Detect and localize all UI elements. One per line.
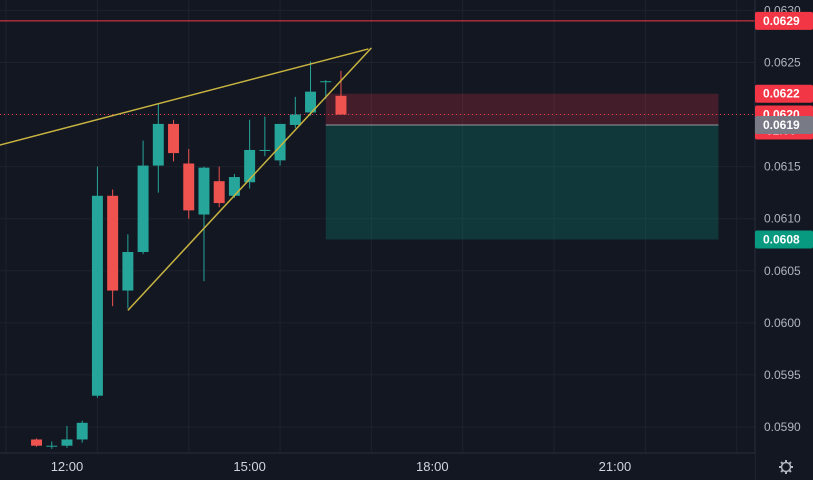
- x-tick-label: 12:00: [51, 459, 84, 474]
- candle-body: [259, 149, 271, 151]
- y-tick-label: 0.0605: [764, 264, 801, 278]
- price-tag-label: 0.0619: [763, 118, 800, 132]
- time-axis[interactable]: 12:00 15:00 18:00 21:00: [0, 452, 755, 480]
- candle-body: [168, 123, 180, 154]
- candle[interactable]: [122, 234, 134, 309]
- candle-body: [335, 95, 347, 115]
- gear-icon[interactable]: [779, 460, 793, 474]
- candle[interactable]: [76, 420, 88, 443]
- candle[interactable]: [305, 61, 317, 116]
- x-tick-label: 18:00: [416, 459, 449, 474]
- y-tick-label: 0.0590: [764, 420, 801, 434]
- y-tick-label: 0.0610: [764, 212, 801, 226]
- time-axis-background: [0, 453, 755, 480]
- price-tag-label: 0.0622: [763, 87, 800, 101]
- price-tag-background: [755, 115, 813, 134]
- candle-body: [31, 439, 43, 446]
- candle-body: [76, 422, 88, 440]
- take-profit-zone[interactable]: [325, 124, 719, 240]
- candle[interactable]: [61, 425, 73, 448]
- stop-loss-zone[interactable]: [325, 93, 719, 125]
- candle[interactable]: [244, 119, 256, 189]
- candle[interactable]: [213, 166, 225, 208]
- candle-body: [320, 81, 332, 83]
- price-tag-background: [755, 230, 813, 249]
- candle-body: [107, 195, 119, 291]
- y-tick-label: 0.0615: [764, 160, 801, 174]
- candle-body: [152, 123, 164, 166]
- trendline[interactable]: [127, 47, 372, 311]
- candle[interactable]: [335, 70, 347, 115]
- price-tag: 0.0629: [755, 11, 813, 30]
- candle-body: [91, 195, 103, 396]
- candle[interactable]: [183, 148, 195, 219]
- price-tag-background: [755, 11, 813, 30]
- candle-body: [244, 149, 256, 183]
- candle-body: [213, 181, 225, 204]
- candle[interactable]: [320, 80, 332, 99]
- candle-body: [183, 163, 195, 211]
- price-tag-background: [755, 84, 813, 103]
- candle[interactable]: [168, 119, 180, 162]
- position-tool[interactable]: [325, 93, 719, 240]
- candle[interactable]: [107, 189, 119, 307]
- y-tick-label: 0.0600: [764, 316, 801, 330]
- candle[interactable]: [259, 116, 271, 157]
- candle[interactable]: [91, 166, 103, 398]
- candle[interactable]: [289, 96, 301, 129]
- x-tick-label: 15:00: [233, 459, 266, 474]
- candle[interactable]: [152, 103, 164, 193]
- candle-body: [198, 167, 210, 215]
- price-tag: 0.0619: [755, 115, 813, 134]
- candle-body: [274, 123, 286, 161]
- candle-body: [137, 165, 149, 253]
- trendline[interactable]: [0, 48, 369, 146]
- trendlines[interactable]: [0, 47, 372, 311]
- candle-body: [289, 114, 301, 125]
- candle-body: [305, 91, 317, 113]
- candles[interactable]: [31, 61, 347, 449]
- candle-body: [46, 445, 58, 447]
- candle[interactable]: [31, 438, 43, 447]
- price-tag-label: 0.0608: [763, 233, 800, 247]
- y-tick-label: 0.0595: [764, 368, 801, 382]
- price-tag: 0.0622: [755, 84, 813, 103]
- y-tick-label: 0.0625: [764, 55, 801, 69]
- x-tick-label: 21:00: [599, 459, 632, 474]
- candle[interactable]: [46, 441, 58, 449]
- candle[interactable]: [274, 123, 286, 166]
- candle[interactable]: [198, 166, 210, 282]
- price-tag: 0.0608: [755, 230, 813, 249]
- candle-body: [228, 177, 240, 196]
- candle-body: [61, 439, 73, 446]
- gear-ring: [780, 461, 792, 473]
- candle[interactable]: [228, 173, 240, 198]
- horizontal-lines: [0, 20, 755, 116]
- candle-body: [122, 252, 134, 291]
- price-tag-label: 0.0629: [763, 14, 800, 28]
- candle[interactable]: [137, 140, 149, 255]
- grid: [0, 0, 755, 453]
